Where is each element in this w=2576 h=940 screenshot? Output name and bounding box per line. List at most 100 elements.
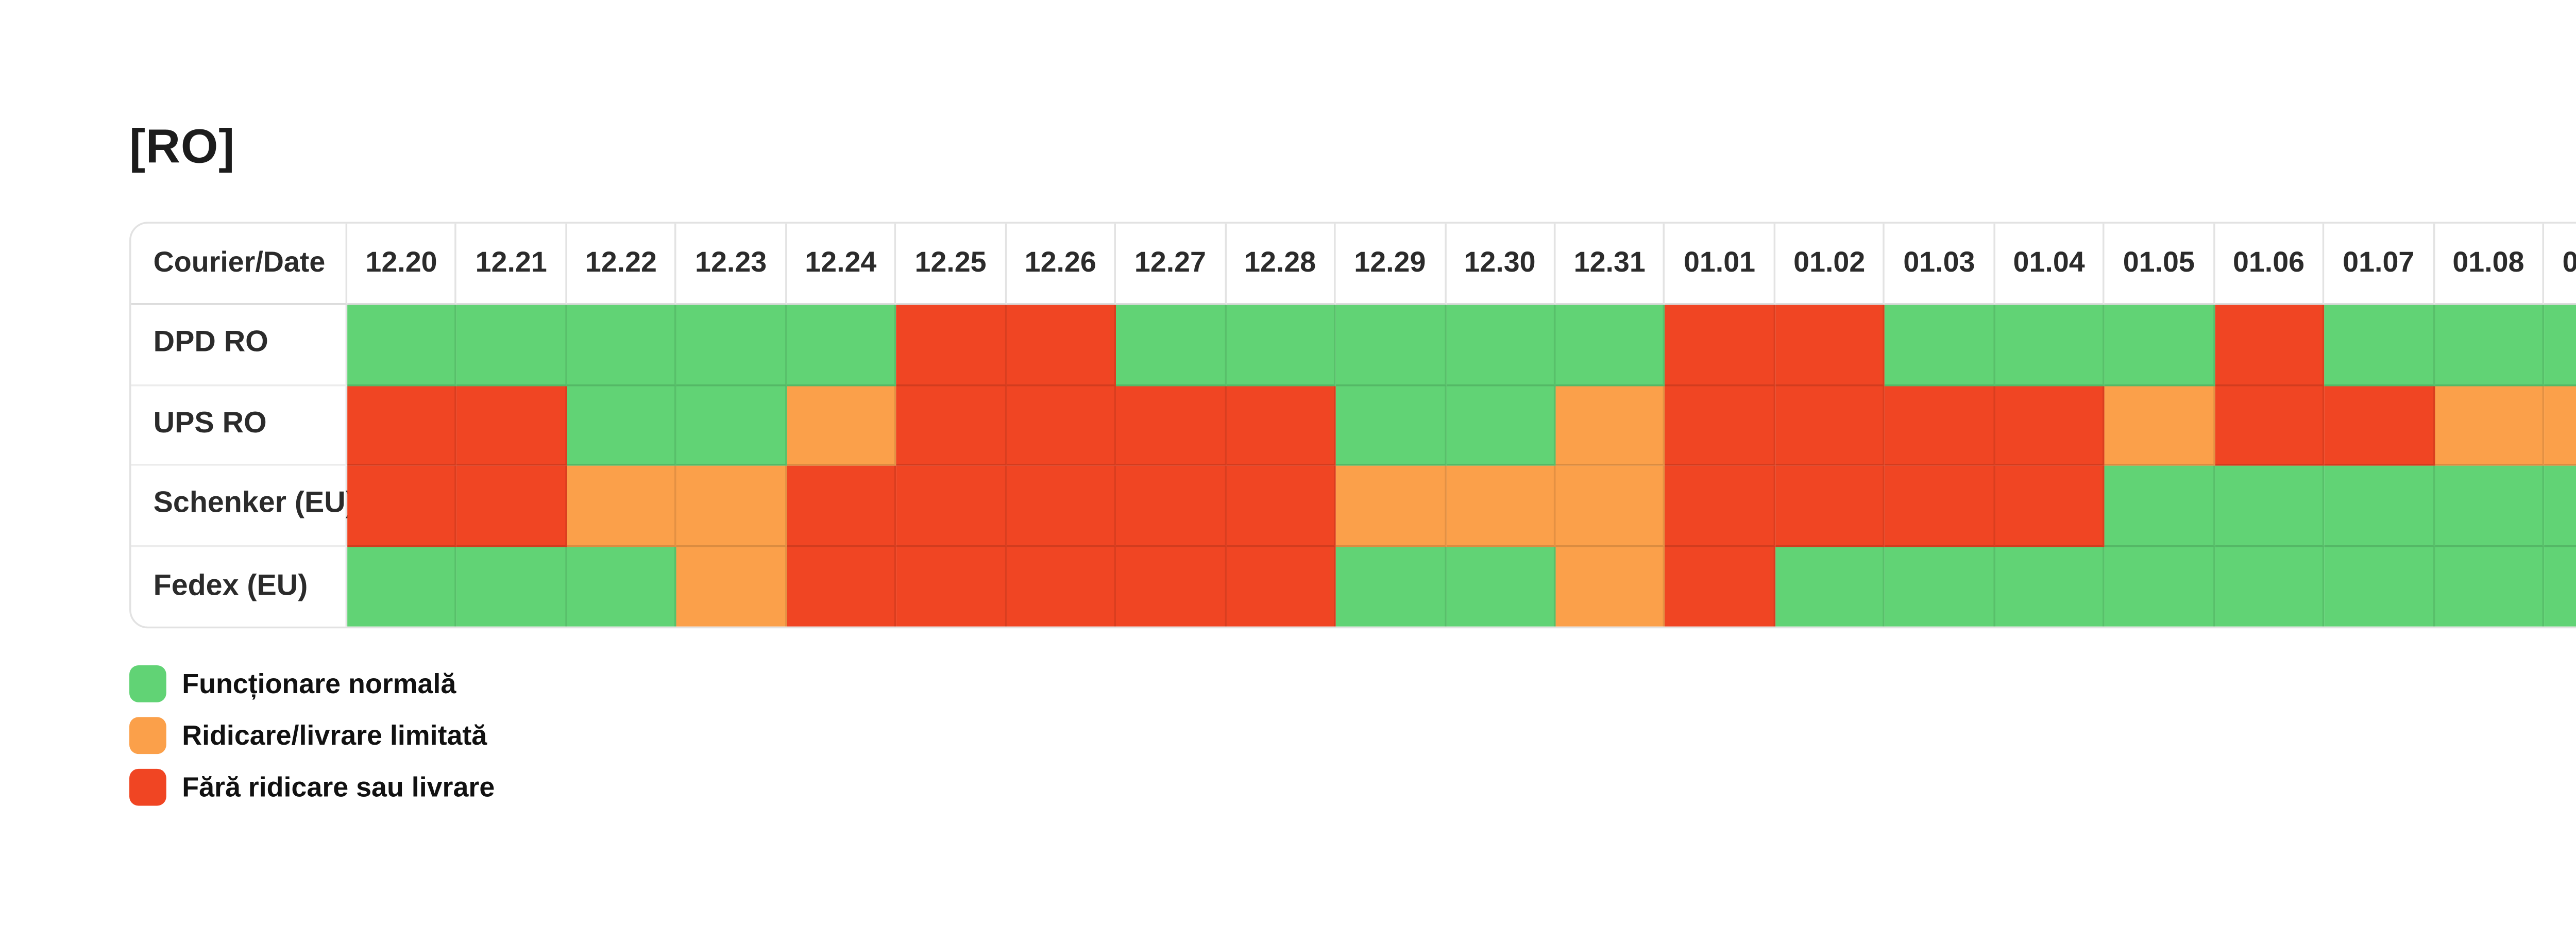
status-cell — [1446, 546, 1556, 628]
corner-header: Courier/Date — [131, 223, 348, 305]
status-cell — [2105, 385, 2215, 466]
status-cell — [2544, 305, 2576, 386]
status-cell — [1885, 546, 1995, 628]
status-cell — [1885, 385, 1995, 466]
status-cell — [2324, 385, 2435, 466]
status-cell — [1446, 305, 1556, 386]
date-header: 12.29 — [1336, 223, 1446, 305]
status-cell — [1995, 466, 2105, 547]
status-cell — [1555, 466, 1666, 547]
date-header: 01.09 — [2544, 223, 2576, 305]
status-cell — [1006, 466, 1116, 547]
status-cell — [1995, 546, 2105, 628]
date-header: 01.04 — [1995, 223, 2105, 305]
status-cell — [1446, 466, 1556, 547]
status-cell — [1885, 305, 1995, 386]
legend-swatch-limited — [129, 717, 165, 754]
status-cell — [1665, 546, 1775, 628]
date-header: 01.03 — [1885, 223, 1995, 305]
status-cell — [1226, 466, 1336, 547]
status-cell — [2214, 385, 2325, 466]
status-cell — [896, 466, 1007, 547]
status-cell — [567, 466, 677, 547]
date-header: 12.30 — [1446, 223, 1556, 305]
date-header: 12.24 — [787, 223, 897, 305]
legend-item: Ridicare/livrare limitată — [129, 717, 495, 754]
status-cell — [1665, 385, 1775, 466]
legend-swatch-none — [129, 769, 165, 805]
status-cell — [1775, 385, 1886, 466]
date-header: 12.25 — [896, 223, 1007, 305]
legend-item: Funcționare normală — [129, 665, 495, 702]
status-cell — [2544, 385, 2576, 466]
date-header: 12.23 — [676, 223, 787, 305]
status-cell — [1226, 546, 1336, 628]
date-header: 12.26 — [1006, 223, 1116, 305]
status-cell — [567, 546, 677, 628]
status-cell — [1116, 305, 1226, 386]
status-cell — [896, 546, 1007, 628]
legend-item: Fără ridicare sau livrare — [129, 769, 495, 806]
status-cell — [676, 466, 787, 547]
status-cell — [1555, 546, 1666, 628]
status-cell — [2544, 546, 2576, 628]
status-cell — [2434, 546, 2545, 628]
status-cell — [2544, 466, 2576, 547]
status-cell — [1995, 305, 2105, 386]
status-cell — [457, 466, 567, 547]
status-cell — [457, 305, 567, 386]
legend-label: Ridicare/livrare limitată — [182, 719, 487, 751]
date-header: 12.27 — [1116, 223, 1226, 305]
courier-label: UPS RO — [131, 385, 348, 466]
status-grid: Courier/Date 12.20 12.21 12.22 12.23 12.24 12.… — [131, 223, 2576, 628]
status-cell — [2324, 305, 2435, 386]
date-header: 12.20 — [347, 223, 457, 305]
status-cell — [1336, 546, 1446, 628]
status-cell — [1006, 305, 1116, 386]
status-cell — [2214, 305, 2325, 386]
status-cell — [2434, 305, 2545, 386]
legend-swatch-normal — [129, 665, 165, 702]
status-cell — [1885, 466, 1995, 547]
status-cell — [1775, 305, 1886, 386]
status-cell — [1116, 546, 1226, 628]
courier-label: Fedex (EU) — [131, 546, 348, 628]
status-cell — [1116, 466, 1226, 547]
status-cell — [1665, 466, 1775, 547]
status-cell — [2214, 466, 2325, 547]
date-header: 12.22 — [567, 223, 677, 305]
status-cell — [1336, 466, 1446, 547]
status-cell — [2214, 546, 2325, 628]
date-header: 01.08 — [2434, 223, 2545, 305]
status-cell — [1555, 305, 1666, 386]
date-header: 12.31 — [1555, 223, 1666, 305]
status-cell — [2324, 466, 2435, 547]
status-cell — [2434, 385, 2545, 466]
courier-status-table: Courier/Date 12.20 12.21 12.22 12.23 12.24 12.… — [129, 222, 2576, 629]
status-cell — [457, 385, 567, 466]
courier-label: DPD RO — [131, 305, 348, 386]
status-cell — [2105, 546, 2215, 628]
status-cell — [896, 385, 1007, 466]
status-cell — [1116, 385, 1226, 466]
legend: Funcționare normală Ridicare/livrare limi… — [129, 665, 495, 806]
status-cell — [676, 385, 787, 466]
legend-label: Funcționare normală — [182, 668, 456, 700]
status-cell — [347, 385, 457, 466]
date-header: 12.28 — [1226, 223, 1336, 305]
status-cell — [1226, 385, 1336, 466]
status-cell — [347, 546, 457, 628]
status-cell — [1995, 385, 2105, 466]
status-cell — [1446, 385, 1556, 466]
date-header: 01.02 — [1775, 223, 1886, 305]
status-cell — [1006, 546, 1116, 628]
status-cell — [1775, 546, 1886, 628]
status-cell — [1555, 385, 1666, 466]
status-cell — [567, 385, 677, 466]
date-header: 01.05 — [2105, 223, 2215, 305]
status-cell — [457, 546, 567, 628]
status-cell — [1665, 305, 1775, 386]
status-cell — [676, 305, 787, 386]
status-cell — [1006, 385, 1116, 466]
